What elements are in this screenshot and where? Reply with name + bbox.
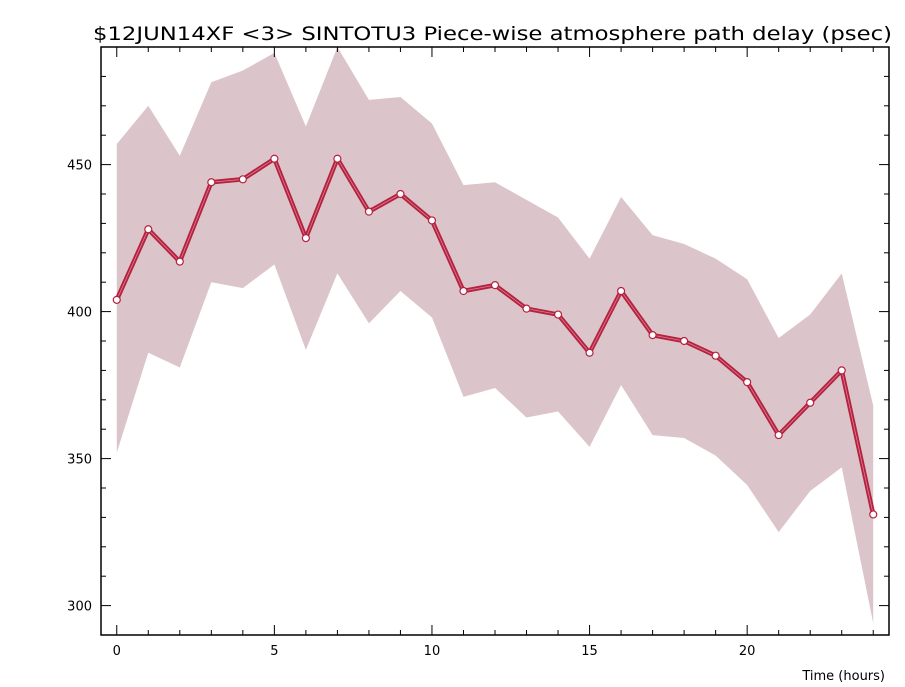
data-point-7 <box>333 154 342 163</box>
data-point-5 <box>270 154 279 163</box>
data-point-6 <box>301 234 310 243</box>
y-tick-label-450: 450 <box>67 159 92 174</box>
data-point-18 <box>680 336 689 346</box>
axis-ticks <box>101 47 889 635</box>
y-tick-label-400: 400 <box>67 306 92 321</box>
x-tick-label-20: 20 <box>739 644 756 659</box>
data-point-15 <box>585 348 594 357</box>
data-point-17 <box>648 331 657 340</box>
data-point-11 <box>459 286 468 296</box>
data-point-10 <box>427 216 437 225</box>
error-band <box>116 47 874 624</box>
x-tick-label-5: 5 <box>270 644 278 659</box>
data-point-8 <box>364 207 374 216</box>
data-point-20 <box>743 378 752 387</box>
data-point-16 <box>616 286 626 296</box>
data-point-23 <box>837 366 846 375</box>
data-point-13 <box>522 304 531 313</box>
data-point-layer <box>112 154 878 519</box>
data-point-2 <box>175 257 184 266</box>
data-point-24 <box>869 510 878 519</box>
chart-title: $12JUN14XF <3> SINTOTU3 Piece-wise atmos… <box>93 23 892 45</box>
x-axis-label: Time (hours) <box>801 669 885 684</box>
data-point-19 <box>711 351 720 360</box>
x-tick-label-10: 10 <box>424 644 441 659</box>
data-point-9 <box>396 189 405 199</box>
y-tick-label-300: 300 <box>67 600 92 615</box>
data-point-14 <box>553 310 563 319</box>
axis-tick-labels: 0 5 10 15 20 300 350 400 450 <box>67 159 755 659</box>
data-point-0 <box>112 295 121 304</box>
data-point-21 <box>774 430 783 440</box>
x-tick-label-15: 15 <box>581 644 598 659</box>
data-point-22 <box>806 398 815 407</box>
data-point-4 <box>238 175 247 184</box>
y-tick-label-350: 350 <box>67 453 92 468</box>
data-point-3 <box>207 178 216 187</box>
x-tick-label-0: 0 <box>113 644 121 659</box>
data-point-12 <box>490 281 500 290</box>
error-band-layer <box>116 47 874 624</box>
data-point-1 <box>144 225 153 234</box>
